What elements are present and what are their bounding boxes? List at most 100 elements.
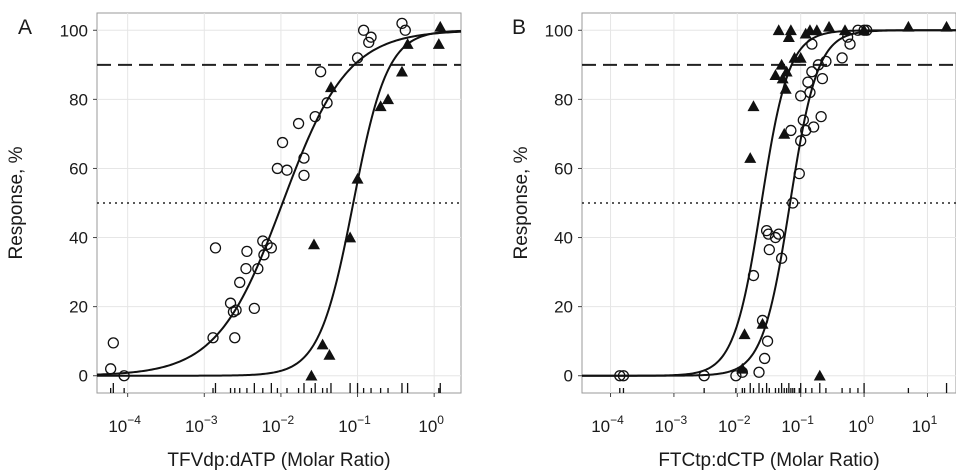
y-axis-title: Response, %: [511, 146, 532, 259]
data-point-triangle: [738, 328, 751, 340]
data-point-circle: [698, 370, 710, 382]
data-point-circle: [614, 370, 626, 382]
data-point-circle: [775, 252, 788, 264]
fitted-curve-1: [96, 30, 462, 376]
data-point-circle: [758, 352, 771, 365]
y-tick-label: 60: [69, 159, 88, 178]
data-point-circle: [209, 242, 222, 254]
data-point-circle: [763, 243, 775, 256]
x-tick-exponent: −3: [204, 413, 218, 427]
data-point-circle: [292, 117, 305, 130]
data-point-circle: [806, 66, 818, 78]
data-point-circle: [321, 97, 333, 109]
data-point-triangle: [778, 127, 791, 139]
data-point-triangle: [744, 152, 757, 163]
x-tick-label: 10−3: [185, 413, 218, 436]
data-point-triangle: [432, 38, 445, 49]
data-point-circle: [265, 242, 277, 254]
fitted-curve-2: [97, 29, 462, 377]
x-tick-base: 10: [418, 417, 437, 436]
data-point-triangle: [794, 51, 807, 63]
x-tick-base: 10: [718, 417, 737, 436]
data-point-triangle: [823, 20, 836, 32]
data-point-triangle: [434, 20, 447, 32]
data-point-triangle: [772, 24, 785, 36]
data-point-circle: [241, 245, 253, 258]
data-point-triangle: [940, 20, 953, 32]
data-point-triangle: [324, 81, 337, 93]
data-point-triangle: [747, 100, 760, 112]
data-point-triangle: [779, 83, 792, 94]
data-point-circle: [227, 306, 240, 318]
data-point-circle: [298, 152, 310, 164]
data-point-triangle: [401, 38, 414, 49]
data-point-triangle: [307, 238, 320, 250]
x-tick-exponent: −1: [357, 413, 371, 427]
data-point-triangle: [782, 31, 795, 42]
y-tick-label: 80: [69, 90, 88, 109]
x-tick-base: 10: [185, 417, 204, 436]
x-axis-title: FTCtp:dCTP (Molar Ratio): [658, 450, 879, 471]
data-point-circle: [309, 110, 321, 123]
data-point-circle: [815, 110, 827, 123]
x-tick-label: 10−4: [108, 413, 141, 436]
rug-ticks: [619, 383, 948, 393]
y-tick-label: 60: [554, 159, 573, 178]
data-point-triangle: [395, 65, 408, 77]
data-point-circle: [773, 228, 785, 240]
data-point-circle: [276, 136, 289, 149]
data-point-triangle: [769, 69, 782, 80]
y-tick-label: 0: [79, 367, 88, 386]
x-tick-base: 10: [338, 417, 357, 436]
data-point-circle: [363, 36, 375, 49]
data-point-triangle: [858, 24, 871, 36]
y-tick-label: 100: [545, 21, 573, 40]
y-tick-label: 80: [554, 90, 573, 109]
data-point-triangle: [382, 93, 395, 105]
data-point-triangle: [776, 72, 789, 84]
data-point-circle: [785, 124, 797, 137]
y-tick-label: 40: [554, 229, 573, 248]
x-tick-label: 10−4: [591, 413, 624, 436]
data-point-circle: [769, 231, 782, 244]
data-point-triangle: [784, 24, 797, 36]
data-point-circle: [281, 164, 293, 176]
data-point-triangle: [756, 317, 769, 329]
y-tick-label: 0: [564, 367, 573, 386]
y-axis-title: Response, %: [6, 146, 27, 259]
y-tick-label: 100: [60, 21, 88, 40]
data-point-circle: [240, 262, 252, 275]
data-point-circle: [357, 24, 370, 36]
x-tick-exponent: 0: [437, 413, 444, 427]
data-point-circle: [820, 55, 832, 68]
data-point-circle: [234, 276, 246, 289]
data-point-circle: [793, 167, 805, 180]
x-tick-base: 10: [848, 417, 867, 436]
data-point-triangle: [775, 58, 788, 70]
panel-label: B: [512, 16, 526, 39]
data-point-triangle: [780, 65, 793, 77]
x-tick-exponent: −2: [281, 413, 295, 427]
x-tick-label: 10−1: [781, 413, 814, 436]
x-tick-label: 10−3: [655, 413, 688, 436]
data-point-triangle: [316, 338, 329, 350]
data-point-circle: [258, 249, 270, 261]
fitted-curve-2: [582, 29, 956, 377]
data-point-circle: [802, 76, 814, 88]
data-point-circle: [229, 332, 241, 344]
x-tick-exponent: −3: [674, 413, 688, 427]
x-tick-exponent: −4: [610, 413, 624, 427]
series-filled-triangle: [736, 20, 953, 381]
data-point-circle: [105, 363, 117, 375]
data-point-triangle: [902, 20, 915, 32]
x-tick-base: 10: [912, 417, 931, 436]
y-tick-label: 20: [554, 298, 573, 317]
data-point-circle: [807, 121, 820, 133]
data-point-circle: [804, 86, 816, 99]
data-point-circle: [351, 52, 364, 64]
data-point-circle: [396, 17, 408, 30]
data-point-circle: [399, 24, 411, 36]
data-point-circle: [315, 66, 327, 78]
panel-label: A: [18, 16, 32, 39]
